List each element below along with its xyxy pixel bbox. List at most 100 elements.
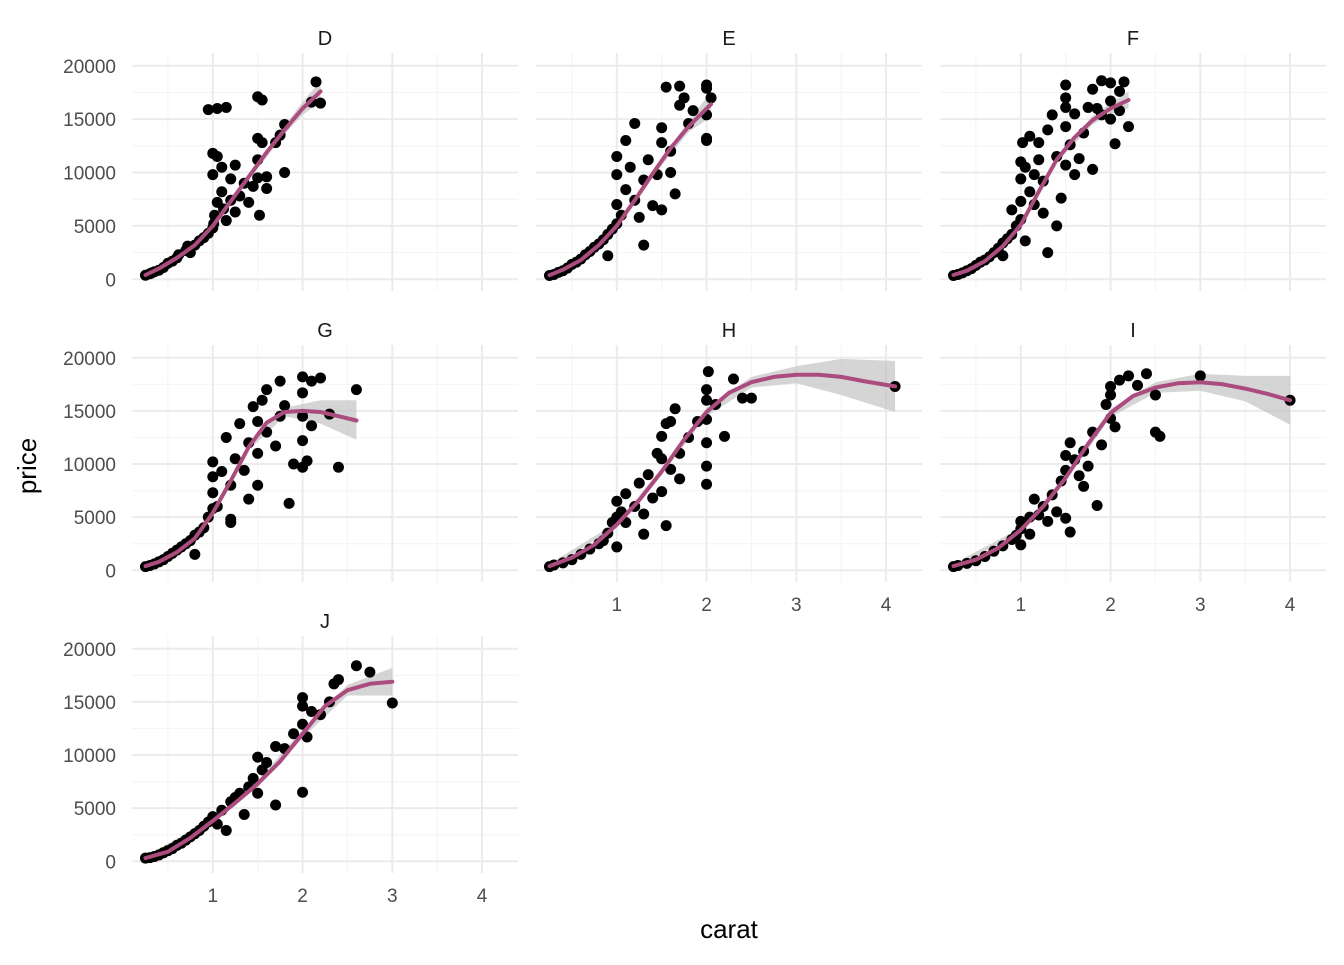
data-point	[1051, 220, 1063, 232]
data-point	[1123, 370, 1135, 382]
data-point	[719, 430, 731, 442]
data-point	[1105, 380, 1117, 392]
y-tick-label: 0	[105, 270, 116, 291]
data-point	[1096, 75, 1108, 87]
data-point	[1060, 79, 1072, 91]
data-point	[297, 387, 309, 399]
data-point	[633, 477, 645, 489]
data-point	[1105, 113, 1117, 125]
data-point	[315, 372, 327, 384]
data-point	[252, 172, 264, 184]
data-point	[279, 167, 291, 179]
data-point	[1069, 169, 1081, 181]
data-point	[701, 460, 713, 472]
data-point	[1046, 109, 1058, 121]
data-point	[1037, 207, 1049, 219]
data-point	[310, 76, 322, 88]
x-tick-label: 3	[791, 595, 802, 616]
data-point	[261, 756, 273, 768]
x-tick-label: 4	[477, 886, 488, 907]
smooth-line	[547, 102, 713, 278]
x-tick-label: 4	[881, 595, 892, 616]
data-point	[656, 430, 668, 442]
data-point	[1019, 235, 1031, 247]
data-point	[701, 394, 713, 406]
data-point	[211, 102, 223, 114]
data-point	[656, 122, 668, 134]
data-point	[1042, 247, 1054, 259]
data-point	[243, 196, 255, 208]
confidence-band	[145, 667, 393, 861]
data-point	[1069, 108, 1081, 120]
data-point	[1109, 421, 1121, 433]
smooth-line	[143, 89, 323, 277]
data-point	[297, 700, 309, 712]
smooth-line	[951, 380, 1293, 569]
data-point	[1105, 389, 1117, 401]
data-point	[1060, 512, 1072, 524]
data-point	[701, 437, 713, 449]
y-tick-label: 10000	[63, 455, 116, 476]
data-point	[297, 410, 309, 422]
data-point	[656, 453, 668, 465]
data-point	[256, 137, 268, 149]
facet-strip-label: D	[318, 28, 332, 50]
data-point	[229, 206, 241, 218]
data-point	[332, 674, 344, 686]
data-point	[1064, 437, 1076, 449]
confidence-band	[145, 400, 357, 569]
data-point	[997, 250, 1009, 262]
x-tick-label: 1	[612, 595, 623, 616]
data-point	[288, 458, 300, 470]
data-point	[297, 435, 309, 447]
data-point	[283, 497, 295, 509]
data-point	[1060, 121, 1072, 133]
x-tick-label: 1	[1016, 595, 1027, 616]
data-point	[647, 492, 659, 504]
data-point	[656, 137, 668, 149]
data-point	[1082, 460, 1094, 472]
facet-panel-F: F	[940, 28, 1326, 291]
data-point	[745, 392, 757, 404]
data-point	[705, 92, 717, 104]
data-point	[1019, 161, 1031, 173]
smooth-line	[143, 679, 395, 861]
data-point	[243, 493, 255, 505]
data-point	[229, 159, 241, 171]
data-point	[1042, 124, 1054, 136]
data-point	[1024, 186, 1036, 198]
facet-strip-label: J	[320, 611, 330, 633]
data-point	[1051, 506, 1063, 518]
data-point	[611, 169, 623, 181]
y-tick-label: 15000	[63, 693, 116, 714]
y-tick-label: 10000	[63, 164, 116, 185]
data-point	[306, 375, 318, 387]
data-point	[736, 392, 748, 404]
data-point	[350, 660, 362, 672]
x-tick-label: 2	[1105, 595, 1116, 616]
data-point	[297, 371, 309, 383]
data-point	[216, 465, 228, 477]
y-tick-label: 5000	[74, 799, 116, 820]
data-point	[674, 80, 686, 92]
facet-panel-D: D 0 5000 10000 15000 20000	[63, 28, 518, 291]
data-point	[252, 447, 264, 459]
data-point	[225, 516, 237, 528]
data-point	[638, 528, 650, 540]
data-point	[306, 705, 318, 717]
data-point	[202, 104, 214, 116]
y-tick-label: 15000	[63, 402, 116, 423]
data-point	[253, 209, 265, 221]
data-point	[306, 420, 318, 432]
data-point	[701, 135, 713, 147]
data-point	[665, 463, 677, 475]
data-point	[687, 105, 699, 117]
x-tick-label: 2	[297, 886, 308, 907]
data-point	[1060, 450, 1072, 462]
data-point	[207, 487, 219, 499]
data-point	[1015, 173, 1027, 185]
data-point	[211, 151, 223, 163]
data-point	[1114, 374, 1126, 386]
